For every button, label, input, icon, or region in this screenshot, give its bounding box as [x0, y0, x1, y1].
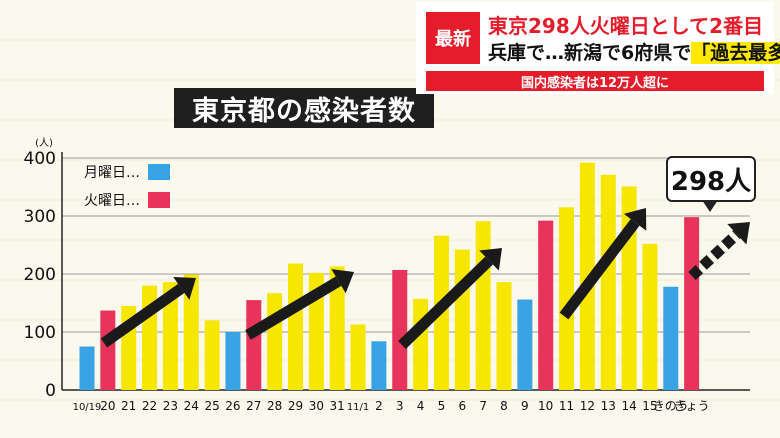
x-tick-label: 3 [396, 399, 404, 413]
y-tick-label: 100 [24, 323, 56, 343]
bar-14 [371, 341, 387, 390]
x-tick-label: 9 [521, 399, 529, 413]
news-tag: 最新 [426, 12, 480, 64]
bar-27 [642, 243, 658, 390]
bar-28 [663, 286, 679, 390]
bar-25 [600, 174, 616, 390]
legend-tuesday: 火曜日… [84, 190, 170, 210]
bar-21 [517, 299, 533, 390]
bar-20 [496, 282, 512, 390]
trend-arrow-week2 [245, 269, 354, 340]
legend-tuesday-label: 火曜日… [84, 193, 140, 209]
x-tick-label: 14 [621, 399, 636, 413]
x-tick-label: 20 [100, 399, 115, 413]
latest-value-callout: 298人 [666, 156, 756, 212]
x-tick-label: 26 [225, 399, 240, 413]
news-banner: 最新 東京298人火曜日として2番目 兵庫で…新潟で6府県で「過去最多」 国内感… [418, 4, 780, 92]
bar-29 [684, 217, 700, 390]
x-tick-label: 13 [601, 399, 616, 413]
bar-4 [162, 282, 178, 390]
x-tick-label: 11 [559, 399, 574, 413]
bar-0 [79, 346, 95, 390]
chart-title: 東京都の感染者数 [174, 88, 434, 128]
bar-13 [350, 324, 366, 390]
y-tick-label: 300 [24, 207, 56, 227]
news-subheadline-text: 兵庫で…新潟で6府県で [488, 42, 692, 64]
x-tick-label: 22 [142, 399, 157, 413]
legend-monday-swatch [148, 164, 170, 180]
x-tick-label: 5 [438, 399, 446, 413]
news-headline: 東京298人火曜日として2番目 [488, 14, 764, 38]
x-tick-label: 7 [479, 399, 487, 413]
x-tick-label: 6 [458, 399, 466, 413]
x-tick-label: 12 [580, 399, 595, 413]
bar-6 [204, 320, 220, 390]
bar-9 [267, 293, 283, 390]
y-tick-label: 400 [24, 149, 56, 169]
bar-23 [559, 207, 575, 390]
legend-monday-label: 月曜日… [84, 165, 140, 181]
x-tick-label: きょう [674, 399, 710, 413]
x-tick-label: 27 [246, 399, 261, 413]
bar-7 [225, 332, 241, 390]
bar-16 [413, 298, 429, 390]
x-tick-label: 8 [500, 399, 508, 413]
bar-22 [538, 220, 554, 390]
y-tick-label: 0 [45, 381, 56, 401]
x-tick-label: 4 [417, 399, 425, 413]
legend-monday: 月曜日… [84, 162, 170, 182]
bar-18 [454, 249, 470, 390]
legend-tuesday-swatch [148, 192, 170, 208]
x-tick-label: 11/1 [347, 402, 369, 413]
bar-10 [288, 263, 303, 390]
news-subline: 国内感染者は12万人超に [426, 71, 764, 91]
x-tick-label: 25 [204, 399, 219, 413]
trend-arrow-week3 [398, 248, 502, 349]
x-tick-label: 21 [121, 399, 136, 413]
bar-1 [100, 310, 116, 390]
bar-12 [329, 266, 345, 390]
y-tick-label: 200 [24, 265, 56, 285]
news-highlight: 「過去最多」 [691, 42, 780, 64]
x-tick-label: 23 [163, 399, 178, 413]
x-tick-label: 10 [538, 399, 553, 413]
trend-arrow-week1 [100, 276, 196, 348]
x-tick-label: きのう [653, 399, 689, 413]
x-tick-label: 10/19 [73, 402, 102, 413]
x-tick-label: 30 [309, 399, 324, 413]
bar-5 [183, 274, 199, 390]
trend-arrow-week4 [559, 208, 647, 320]
y-axis-unit-label: (人) [35, 137, 53, 149]
x-tick-label: 2 [375, 399, 383, 413]
x-tick-label: 29 [288, 399, 303, 413]
x-tick-label: 28 [267, 399, 282, 413]
x-tick-label: 15 [642, 399, 657, 413]
news-subheadline: 兵庫で…新潟で6府県で「過去最多」 [488, 38, 780, 65]
bar-15 [392, 269, 408, 390]
bar-19 [475, 221, 491, 390]
x-tick-label: 31 [330, 399, 345, 413]
x-tick-label: 24 [184, 399, 199, 413]
trend-arrow-projection [688, 222, 750, 281]
bar-8 [246, 300, 262, 390]
